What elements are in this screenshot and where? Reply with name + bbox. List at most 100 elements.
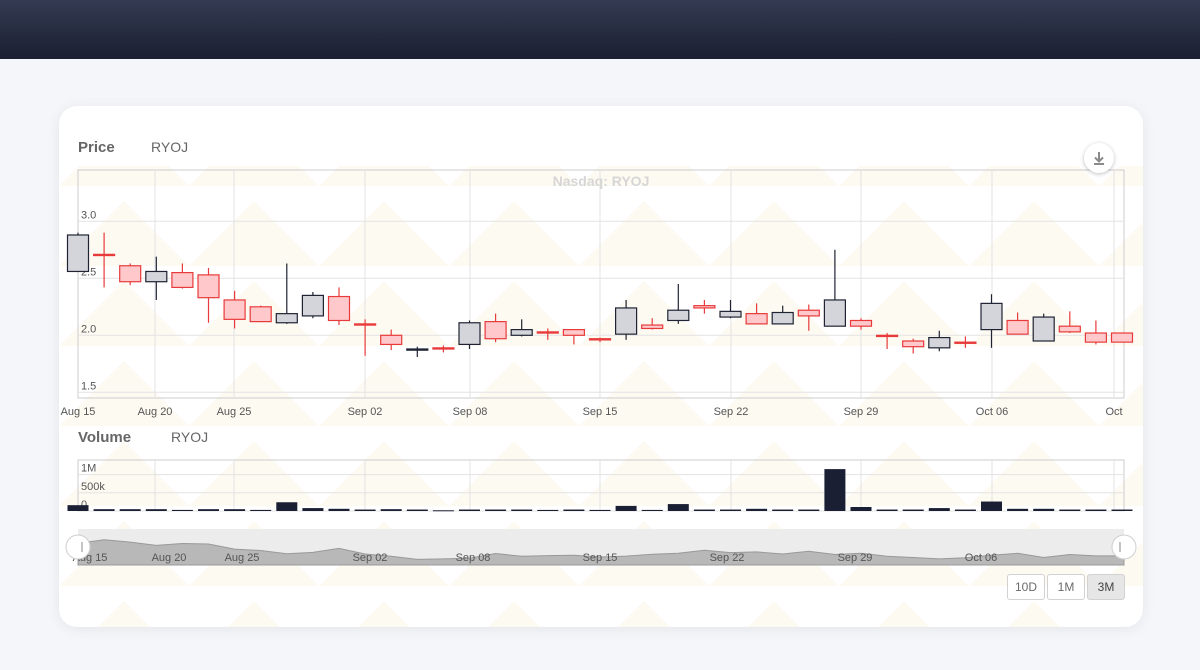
range-button-3m[interactable]: 3M	[1087, 574, 1125, 600]
volume-bar	[459, 509, 480, 511]
candle	[92, 232, 116, 288]
navigator-x-tick-label: Sep 22	[710, 552, 745, 564]
price-x-tick-label: Sep 15	[583, 406, 618, 418]
candle	[588, 337, 612, 343]
volume-bar	[589, 509, 611, 511]
navigator-x-tick-label: Sep 15	[583, 552, 618, 564]
volume-y-tick-label: 1M	[81, 463, 96, 475]
volume-bars	[67, 469, 1133, 512]
volume-bar	[824, 469, 846, 511]
candle	[66, 232, 90, 273]
price-grid	[78, 170, 1124, 398]
navigator-x-tick-label: Aug 25	[225, 552, 260, 564]
volume-bar	[641, 509, 663, 511]
volume-bar	[119, 509, 141, 511]
candle	[1006, 312, 1029, 335]
candle	[797, 304, 820, 331]
navigator-right-handle-icon[interactable]	[1111, 534, 1137, 560]
candle	[771, 305, 794, 325]
candle	[980, 294, 1003, 348]
volume-bar	[406, 509, 428, 511]
price-plot-frame	[77, 169, 1125, 399]
candle	[1032, 313, 1055, 342]
candle	[171, 263, 194, 289]
candle	[693, 299, 716, 314]
volume-bar	[1111, 509, 1133, 511]
navigator-x-tick-label: Oct 06	[965, 552, 997, 564]
range-button-10d[interactable]: 10D	[1007, 574, 1045, 600]
volume-bar	[1085, 509, 1107, 511]
volume-bar	[302, 508, 324, 511]
volume-y-tick-label: 500k	[81, 481, 105, 493]
volume-bar	[928, 508, 950, 511]
price-x-tick-label: Oct 06	[976, 406, 1008, 418]
volume-bar	[145, 509, 167, 511]
volume-bar	[954, 509, 976, 511]
volume-bar	[1007, 508, 1029, 511]
candle	[667, 284, 690, 324]
price-x-axis: Aug 15 Aug 20 Aug 25 Sep 02 Sep 08 Sep 15 Sep …	[61, 406, 1123, 418]
candle	[614, 299, 638, 340]
price-x-tick-label: Oct	[1105, 406, 1122, 418]
candle	[484, 313, 507, 343]
volume-bar	[432, 510, 454, 512]
volume-bar	[328, 508, 350, 511]
volume-symbol: RYOJ	[171, 429, 208, 445]
volume-bar	[563, 509, 585, 511]
candle	[823, 249, 847, 327]
volume-bar	[224, 509, 246, 511]
volume-bar	[667, 504, 689, 511]
candle	[354, 319, 377, 356]
price-plot: 1.52.02.53.0 Nasdaq: RYOJ	[66, 169, 1134, 399]
candle	[458, 320, 481, 349]
volume-bar	[511, 509, 533, 511]
volume-bar	[772, 509, 794, 511]
navigator-area	[77, 539, 1125, 566]
price-x-tick-label: Aug 20	[138, 406, 173, 418]
price-x-tick-label: Sep 08	[453, 406, 488, 418]
candle	[902, 338, 925, 354]
stock-chart-card: Price RYOJ 1.5 2.0 2.5 3.0 Nasdaq: RYOJ Aug…	[59, 106, 1143, 627]
candle	[1058, 311, 1081, 334]
volume-bar	[981, 501, 1002, 511]
volume-y-tick-label: 0	[81, 499, 87, 511]
price-x-tick-label: Sep 02	[348, 406, 383, 418]
range-button-1m[interactable]: 1M	[1047, 574, 1085, 600]
candle	[641, 318, 664, 330]
volume-bar	[537, 509, 559, 511]
volume-bar	[615, 505, 637, 511]
volume-bar	[67, 505, 89, 511]
volume-title: Volume	[78, 429, 131, 446]
volume-bar	[720, 509, 741, 511]
candle	[719, 299, 742, 319]
price-x-tick-label: Aug 15	[61, 406, 96, 418]
candle	[406, 346, 429, 357]
volume-bar	[876, 509, 898, 511]
candle	[536, 328, 559, 340]
candle	[432, 345, 455, 353]
top-bar	[0, 0, 1200, 59]
volume-bar	[850, 506, 872, 511]
price-x-tick-label: Aug 25	[217, 406, 252, 418]
volume-y-axis: 0 500k 1M	[81, 463, 105, 511]
volume-bar	[1033, 508, 1055, 511]
candle	[145, 256, 168, 300]
candle	[275, 263, 298, 324]
price-y-tick-label: 2.0	[81, 323, 96, 335]
candle	[954, 336, 977, 348]
navigator-x-tick-label: Sep 02	[353, 552, 388, 564]
volume-bar	[354, 509, 376, 511]
navigator-left-handle-icon[interactable]	[65, 534, 91, 560]
volume-bar	[198, 509, 219, 511]
volume-bar	[276, 502, 298, 511]
navigator-x-tick-label: Sep 29	[838, 552, 873, 564]
download-button[interactable]	[1084, 143, 1114, 173]
price-title: Price	[78, 139, 115, 156]
candle	[510, 319, 533, 337]
price-x-tick-label: Sep 29	[844, 406, 879, 418]
price-x-tick-label: Sep 22	[714, 406, 749, 418]
navigator[interactable]: Aug 15 Aug 20 Aug 25 Sep 02 Sep 08 Sep 15 Sep …	[65, 529, 1137, 566]
volume-bar	[746, 508, 768, 511]
price-y-tick-label: 1.5	[81, 380, 96, 392]
chart-watermark: Nasdaq: RYOJ	[553, 173, 650, 189]
